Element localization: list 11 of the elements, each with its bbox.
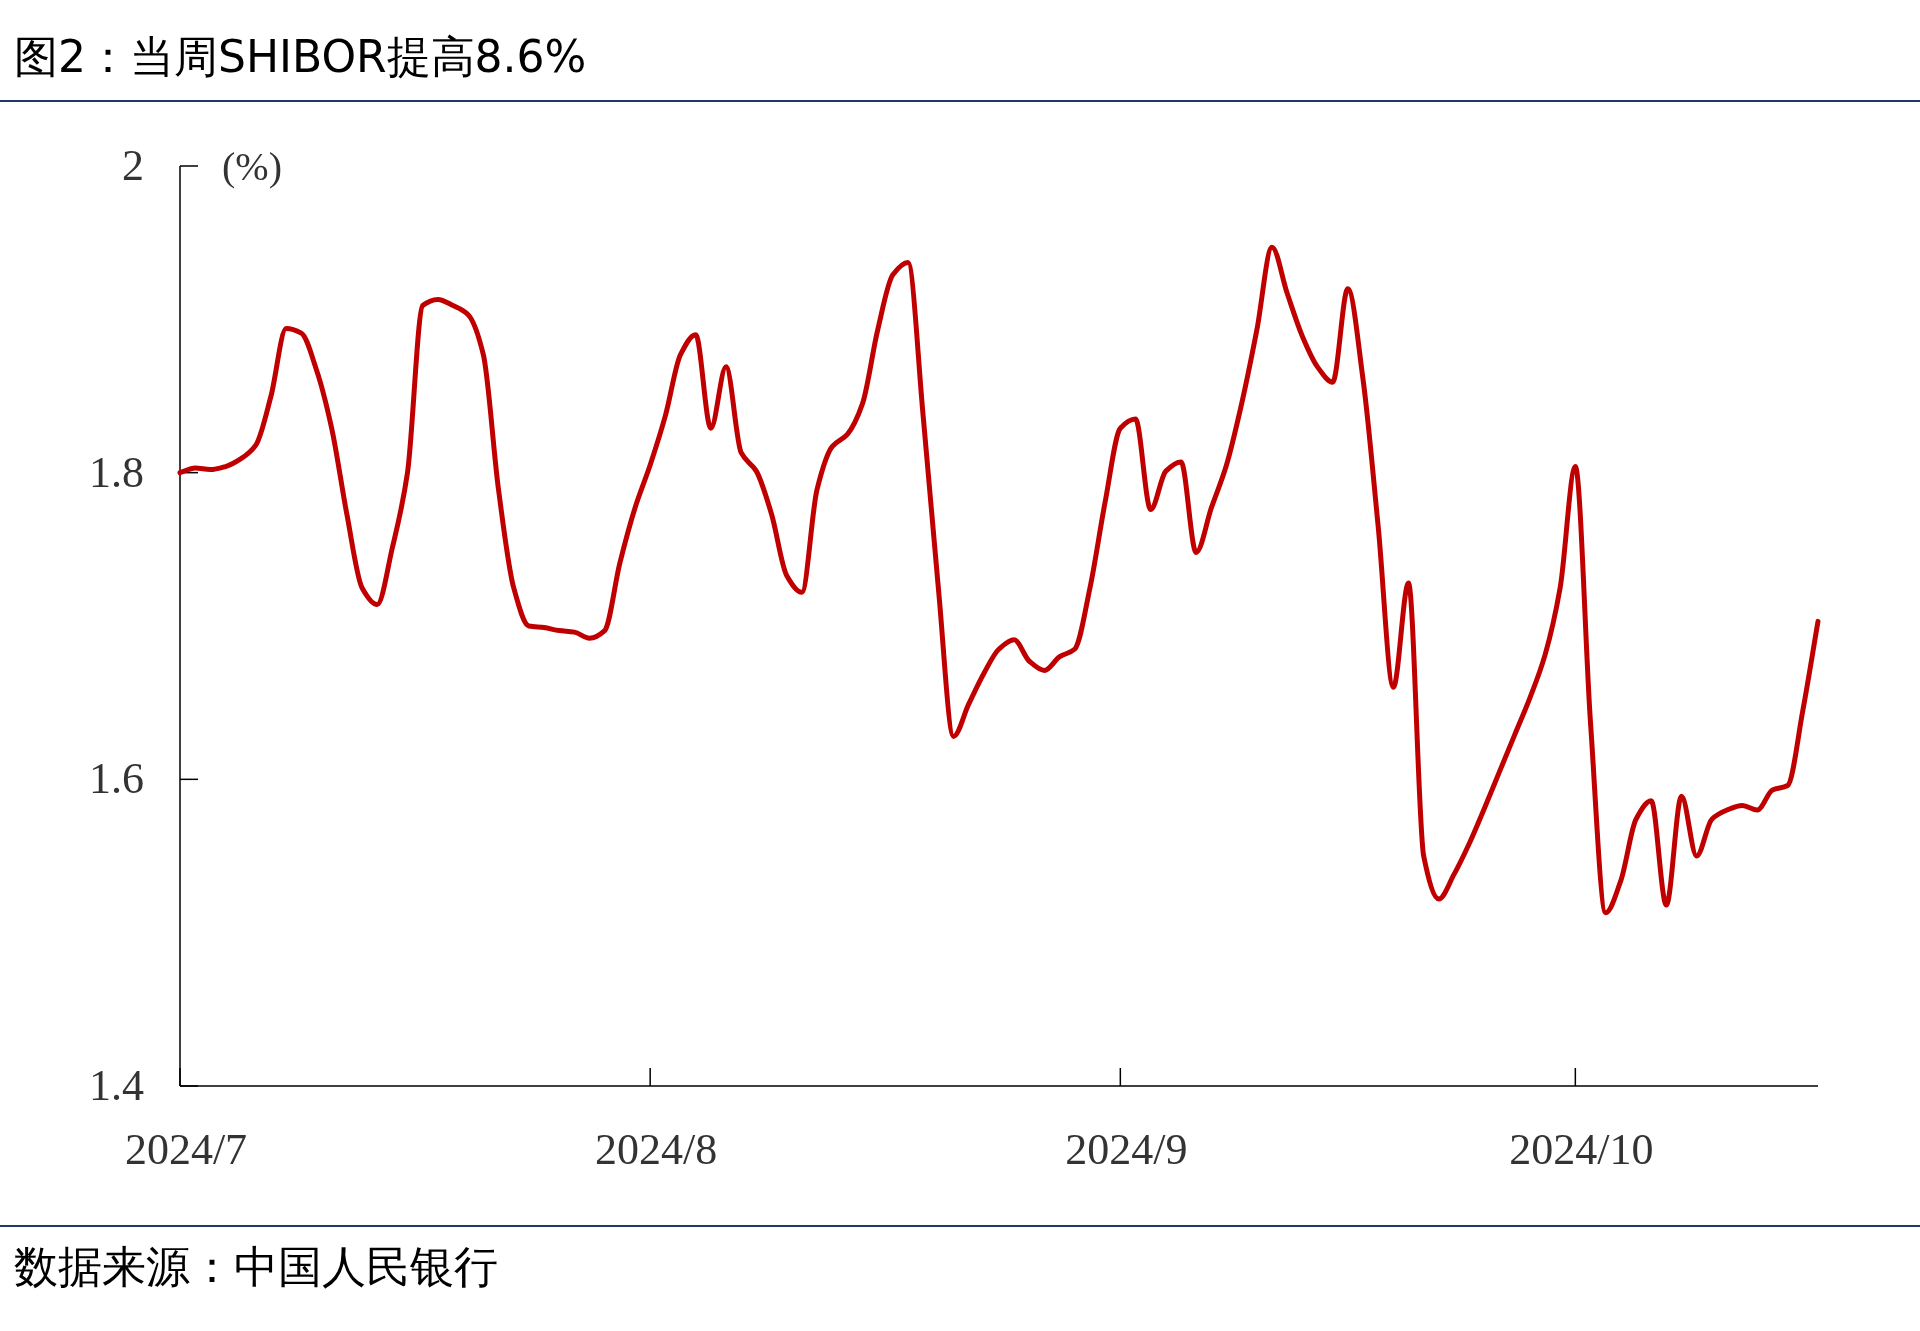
chart-title: 图2：当周SHIBOR提高8.6% <box>14 31 587 82</box>
x-tick-label: 2024/7 <box>124 1125 248 1174</box>
source-note: 数据来源：中国人民银行 <box>14 1241 498 1292</box>
x-tick-label: 2024/8 <box>595 1125 718 1174</box>
x-tick-label: 2024/10 <box>1509 1125 1654 1174</box>
y-tick-label: 2 <box>122 141 144 190</box>
y-axis-title: (%) <box>222 144 282 189</box>
y-tick-label: 1.4 <box>89 1061 144 1110</box>
y-tick-label: 1.6 <box>89 754 144 804</box>
x-tick-label: 2024/9 <box>1065 1125 1188 1174</box>
y-tick-label: 1.8 <box>89 447 144 497</box>
